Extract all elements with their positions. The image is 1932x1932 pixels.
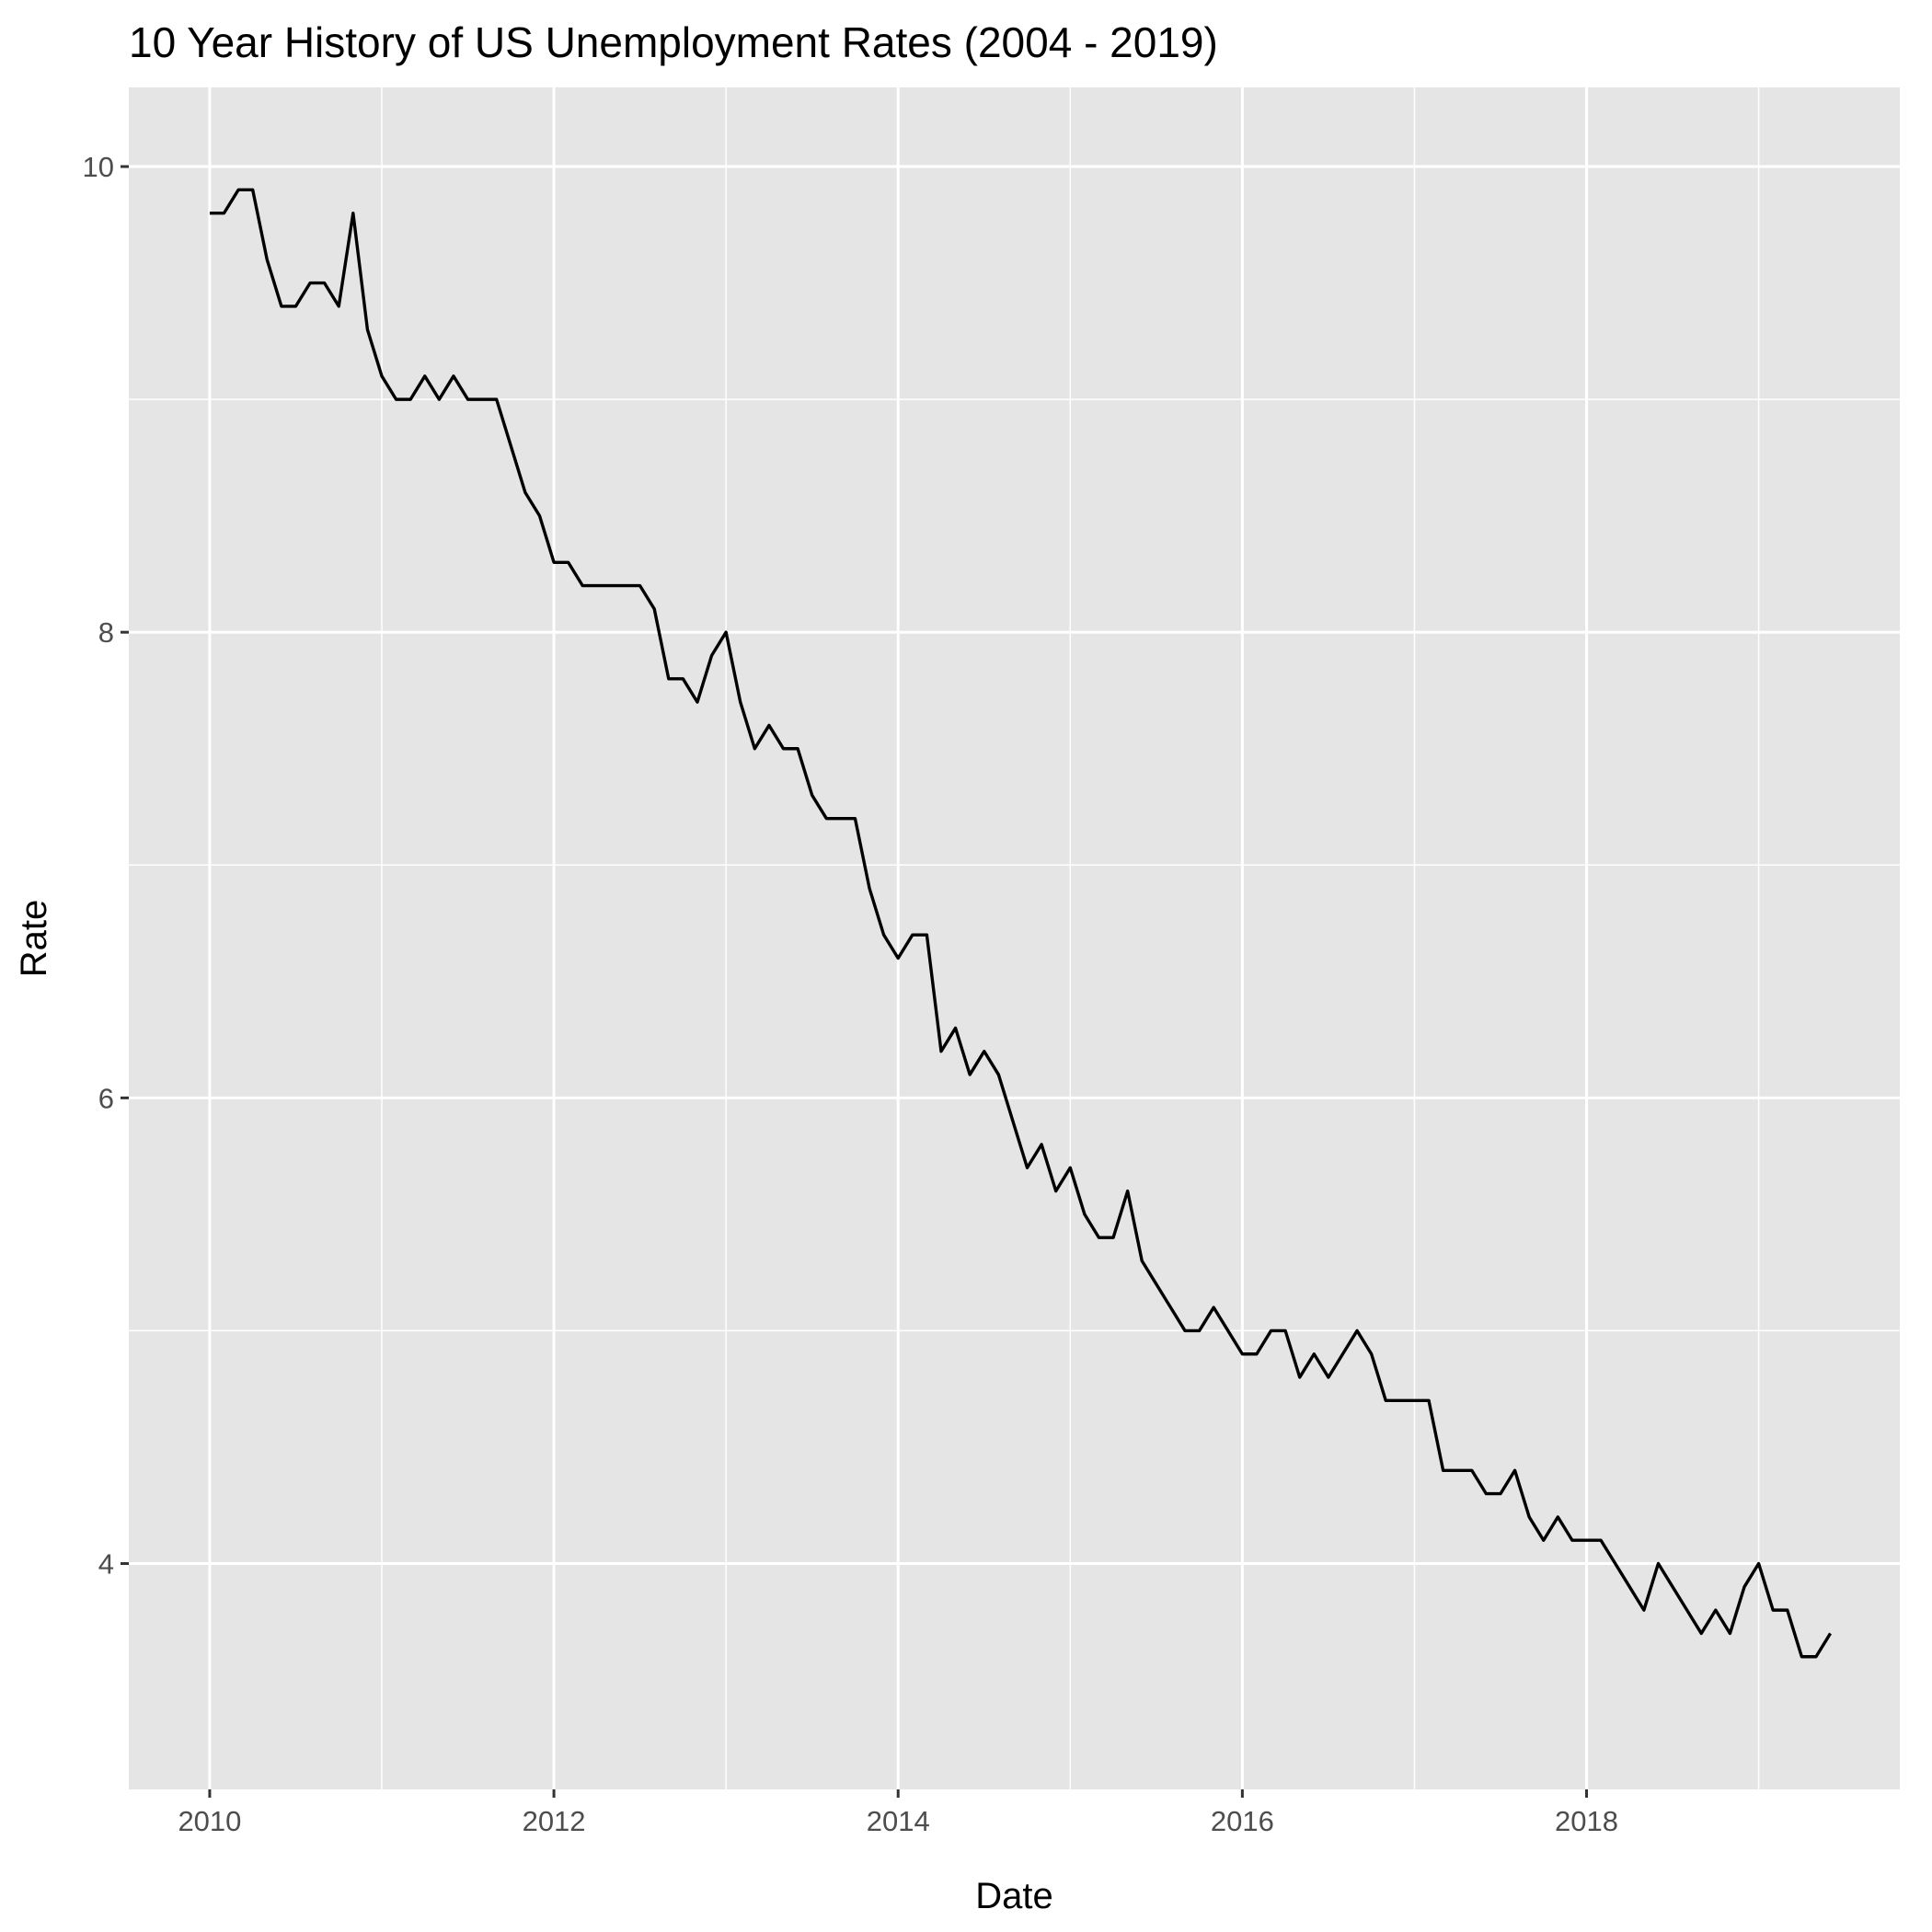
y-tick-label: 4 bbox=[98, 1548, 114, 1581]
x-axis: 2010 2012 2014 2016 2018 bbox=[178, 1789, 1618, 1837]
x-tick-label: 2018 bbox=[1555, 1805, 1618, 1837]
x-axis-title: Date bbox=[975, 1876, 1053, 1916]
major-gridlines bbox=[129, 87, 1900, 1789]
y-tick-label: 8 bbox=[98, 616, 114, 649]
y-axis: 4 6 8 10 bbox=[83, 151, 129, 1581]
x-tick-label: 2016 bbox=[1211, 1805, 1274, 1837]
series-layer bbox=[209, 188, 1832, 1659]
x-tick-label: 2010 bbox=[178, 1805, 241, 1837]
x-tick-label: 2012 bbox=[523, 1805, 586, 1837]
chart-title: 10 Year History of US Unemployment Rates… bbox=[129, 18, 1218, 66]
series-line bbox=[209, 188, 1832, 1659]
x-tick-label: 2014 bbox=[867, 1805, 930, 1837]
y-axis-title: Rate bbox=[14, 900, 54, 978]
y-tick-label: 6 bbox=[98, 1082, 114, 1114]
y-tick-label: 10 bbox=[83, 151, 114, 183]
plot-panel bbox=[129, 87, 1900, 1789]
